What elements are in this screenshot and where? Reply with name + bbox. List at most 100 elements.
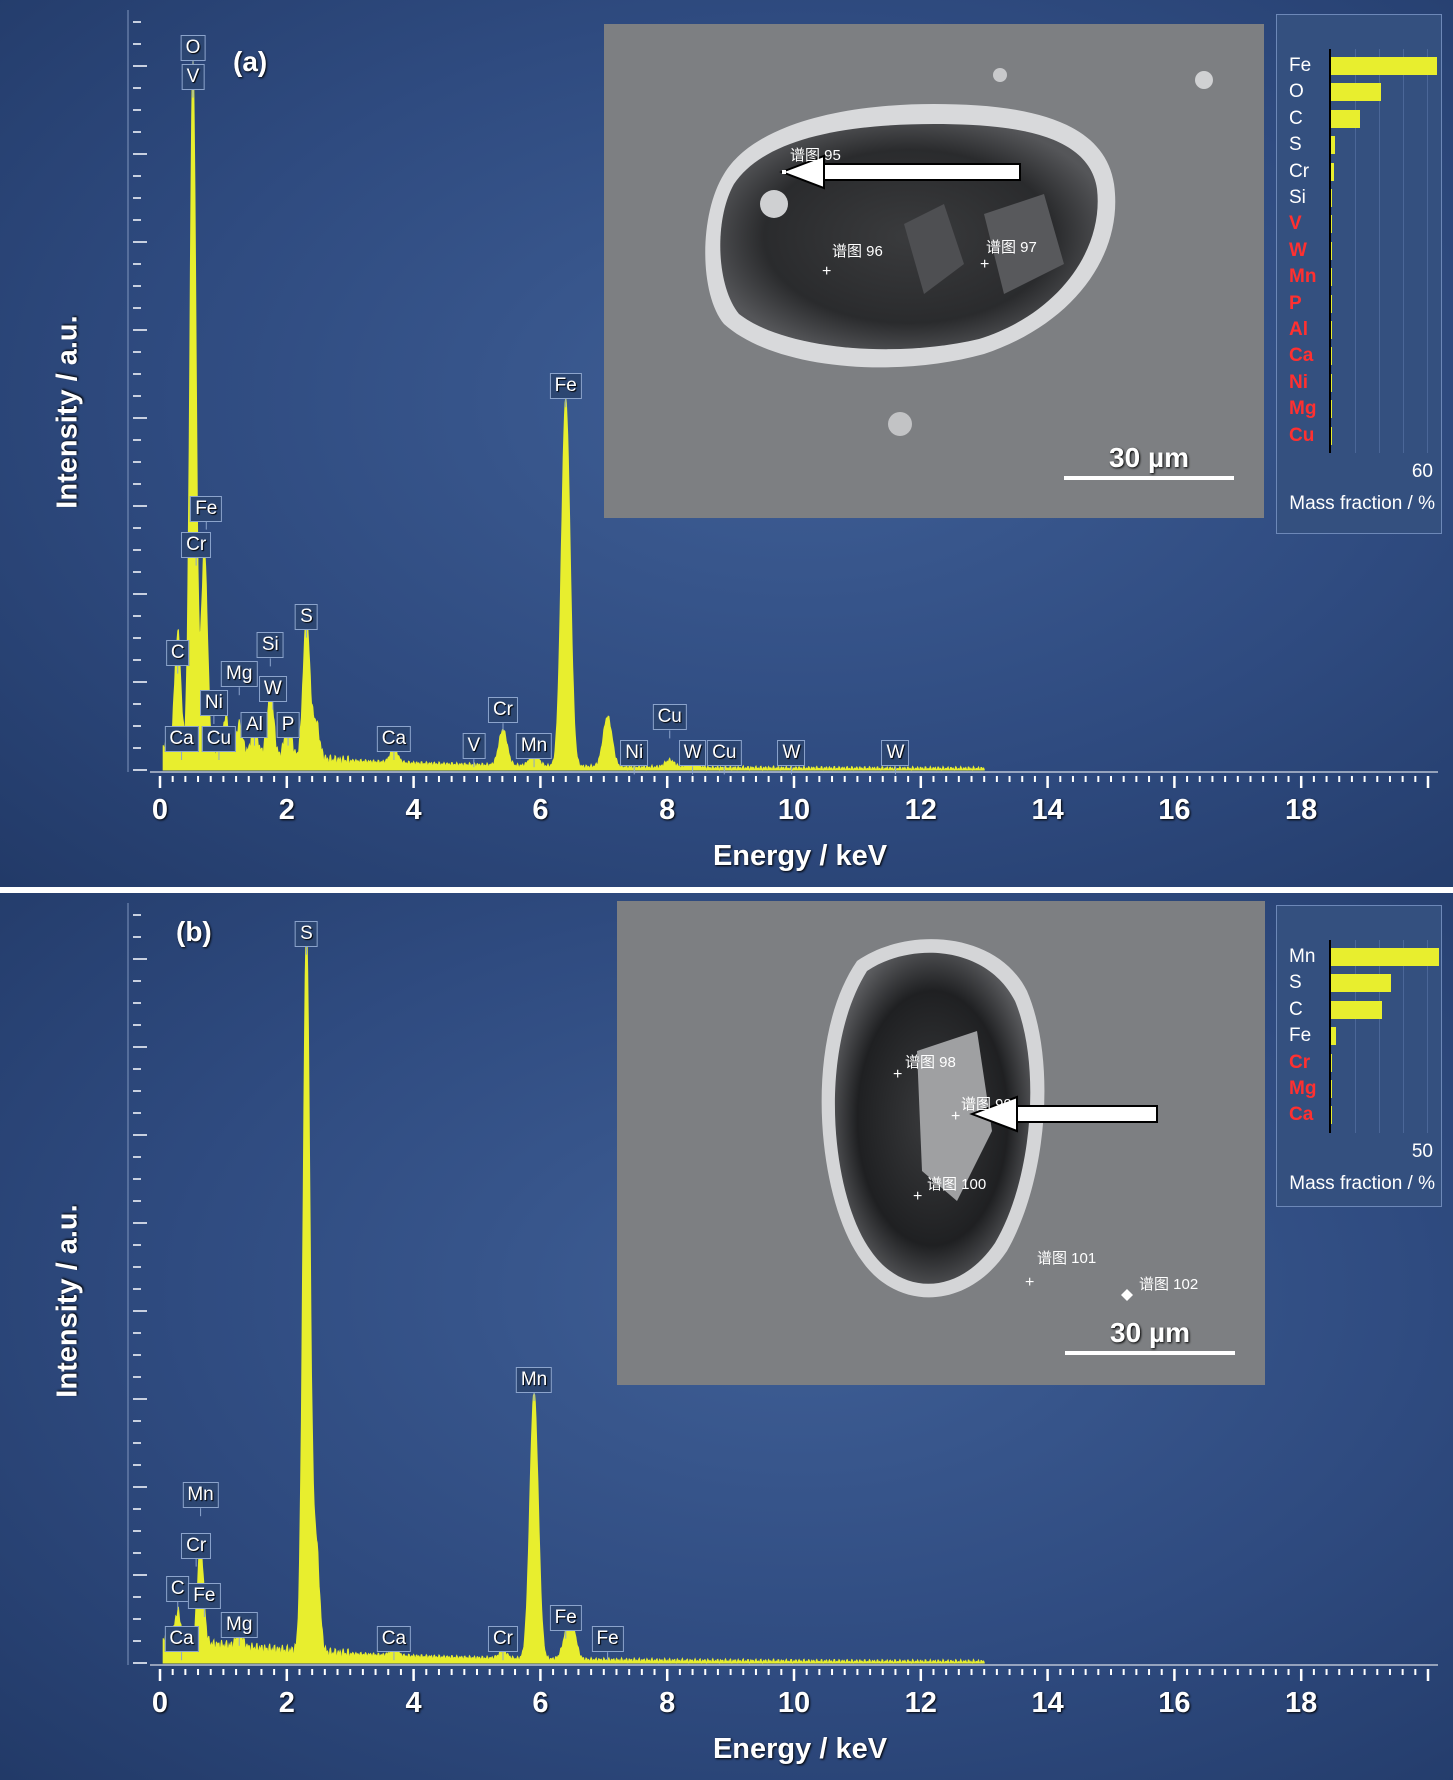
spectrum-peak [315,1554,317,1556]
mass-fraction-element: Ca [1289,345,1314,367]
mass-fraction-axis [1329,940,1331,1133]
x-axis-label: Energy / keV [712,1733,888,1765]
spot-label: 谱图 100 [927,1176,987,1193]
mass-fraction-bar [1331,1106,1332,1125]
mass-fraction-element: Ca [1289,1104,1314,1126]
mass-fraction-element: P [1289,292,1302,314]
mass-fraction-panel: Mn S C Fe Cr Mg Ca 50 Mass fraction / % [1276,905,1442,1207]
mass-fraction-bar [1331,400,1332,419]
svg-text:+: + [893,1066,902,1083]
peak-label: Al [241,711,268,738]
mass-fraction-element: Fe [1289,55,1312,76]
spot-label: 谱图 96 [832,243,883,260]
spectrum-peak [238,1648,240,1650]
peak-label: Fe [190,495,223,522]
mass-fraction-element: W [1289,239,1307,261]
mass-fraction-bar [1331,426,1332,445]
x-tick-label: 14 [1031,794,1064,826]
peak-label: P [276,711,300,738]
mass-fraction-bar [1331,294,1332,313]
mass-fraction-max-label: 50 [1411,1140,1433,1162]
peak-label: C [165,1575,190,1602]
x-tick-label: 10 [777,1687,811,1719]
mass-fraction-row: Fe [1277,1025,1441,1047]
peak-label: Ca [376,726,412,752]
mass-fraction-row: P [1277,293,1441,315]
mass-fraction-row: Mg [1277,398,1441,420]
peak-label: W [258,675,287,702]
sem-image: + + + + 谱图 98 谱图 99 谱图 100 谱图 101 谱图 102… [617,901,1265,1385]
x-tick-label: 18 [1285,1687,1318,1719]
svg-text:+: + [980,256,989,273]
svg-text:+: + [1025,1274,1034,1291]
mass-fraction-row: C [1277,999,1441,1021]
mass-fraction-gridline [1403,940,1404,1133]
x-tick-label: 16 [1158,1687,1191,1719]
panel-a: Intensity / a.u. Energy / keV 0 2 4 6 8 10 12 1… [0,0,1453,887]
spot-label: 谱图 95 [790,147,841,164]
mass-fraction-element: Cu [1289,424,1315,446]
spectrum-peak [200,1561,202,1563]
mass-fraction-element: C [1289,998,1303,1020]
svg-text:+: + [913,1188,922,1205]
mass-fraction-element: Mn [1289,266,1317,288]
mass-fraction-axis-label: Mass fraction / % [1289,1172,1435,1194]
mass-fraction-element: Cr [1289,160,1310,182]
scale-bar-label: 30 µm [1110,1317,1190,1348]
mass-fraction-max-label: 60 [1411,461,1433,482]
mass-fraction-bar [1331,215,1332,234]
mass-fraction-element: V [1289,213,1302,235]
peak-label: Ca [164,726,199,752]
x-tick-label: 6 [532,1687,549,1719]
peak-label: Cu [201,726,237,752]
mass-fraction-gridline [1379,49,1380,453]
mass-fraction-row: Fe [1277,55,1441,77]
peak-label: Ni [620,740,649,767]
mass-fraction-bar [1331,109,1360,128]
mass-fraction-element: C [1289,107,1303,129]
peak-label: Mg [221,1611,258,1638]
mass-fraction-bar [1331,241,1332,260]
peak-label: O [180,34,206,61]
spectrum-peak [565,1648,567,1650]
peak-label: W [881,740,910,767]
x-tick-label: 8 [659,1687,676,1719]
spectrum-peak [669,762,671,764]
peak-label: Mn [182,1482,219,1509]
mass-fraction-row: Al [1277,319,1441,341]
mass-fraction-gridline [1427,940,1428,1133]
peak-label: V [462,733,486,760]
mass-fraction-row: V [1277,213,1441,235]
peak-label: C [165,639,190,666]
mass-fraction-bar [1331,57,1437,75]
spot-label: 谱图 97 [986,239,1037,256]
peak-label: Mg [221,661,258,688]
mass-fraction-row: C [1277,108,1441,130]
x-tick-label: 8 [659,794,676,826]
panel-divider [0,887,1453,893]
mass-fraction-gridline [1427,49,1428,453]
sem-micrograph: + + + + [821,939,1158,1301]
mass-fraction-row: Ni [1277,372,1441,394]
peak-label: S [295,920,318,947]
peak-label: W [777,740,806,767]
spot-label: 谱图 99 [961,1096,1012,1113]
spectrum-peak [315,733,317,735]
x-tick-label: 10 [777,794,811,826]
mass-fraction-row: Si [1277,187,1441,209]
mass-fraction-bar [1331,162,1334,181]
mass-fraction-bar [1331,1000,1382,1019]
peak-label: Cr [181,531,212,558]
scale-bar: 30 µm [1065,1317,1235,1355]
mass-fraction-bar [1331,1053,1332,1072]
mass-fraction-row: W [1277,240,1441,262]
peak-label: Ca [164,1626,199,1653]
peak-label: Mn [515,1367,553,1393]
x-axis [150,1664,1438,1681]
x-tick-label: 6 [532,794,549,826]
sem-micrograph: + + [705,68,1213,436]
mass-fraction-bar [1331,373,1332,392]
mass-fraction-row: S [1277,972,1441,994]
x-tick-label: 4 [405,1687,422,1719]
peak-label: Cr [487,697,519,724]
